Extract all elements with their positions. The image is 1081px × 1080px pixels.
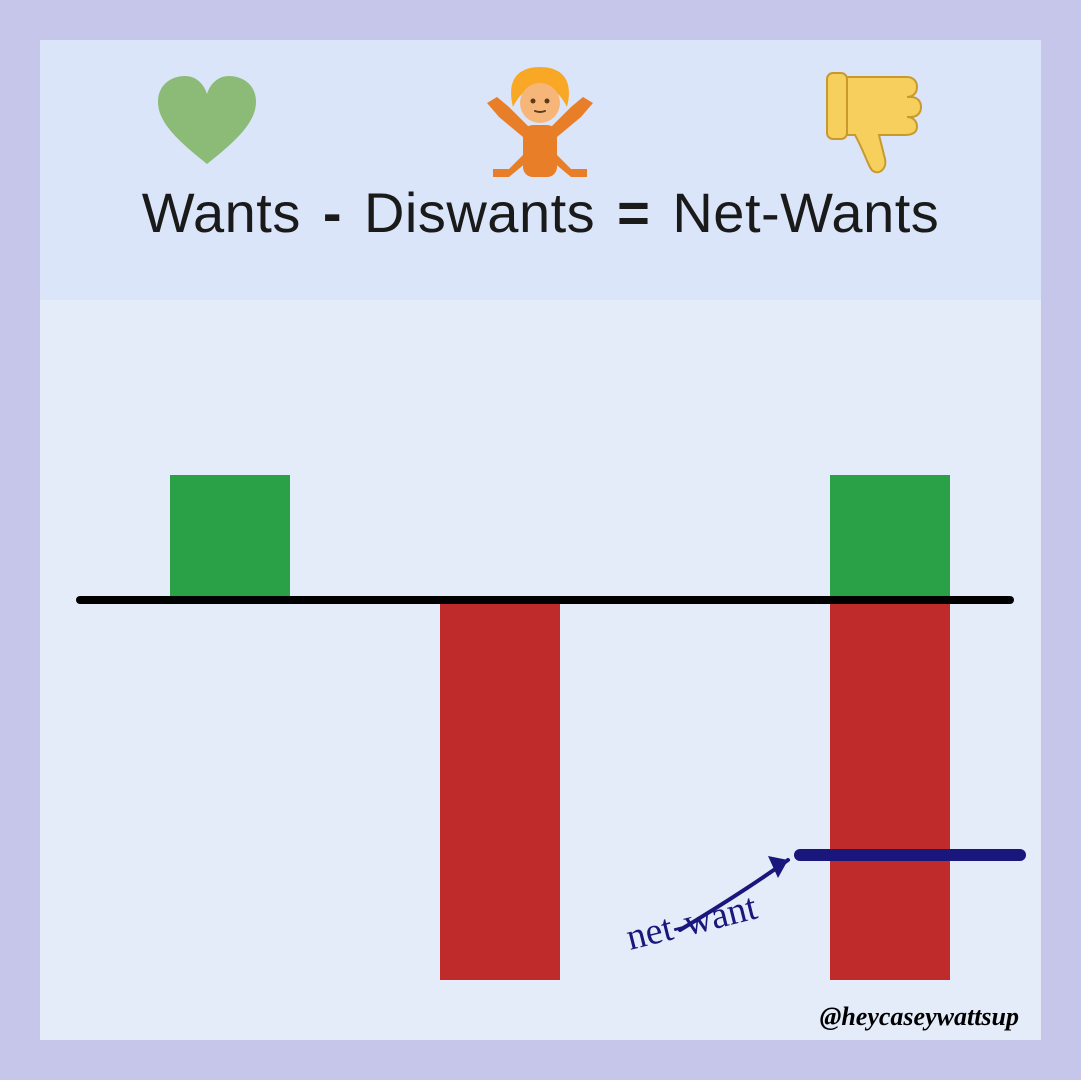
- chart-bar-1: [440, 600, 560, 980]
- icon-slot-netwants: [707, 67, 1040, 177]
- author-handle: @heycaseywattsup: [820, 1002, 1019, 1032]
- equation-row: Wants - Diswants = Net-Wants: [40, 180, 1041, 245]
- equation-op-minus: -: [323, 180, 342, 245]
- equation-term-diswants: Diswants: [364, 180, 595, 245]
- icon-slot-wants: [40, 72, 373, 172]
- annotation-arrowhead: [768, 856, 788, 878]
- icon-row: [40, 40, 1041, 180]
- no-gesture-person-icon: [475, 67, 605, 177]
- header-section: Wants - Diswants = Net-Wants: [40, 40, 1041, 300]
- outer-frame: Wants - Diswants = Net-Wants net-want @h…: [0, 0, 1081, 1080]
- chart-bar-2: [830, 475, 950, 600]
- chart-area: net-want: [40, 300, 1041, 1040]
- chart-bar-3: [830, 600, 950, 980]
- equation-op-equals: =: [617, 180, 650, 245]
- equation-term-wants: Wants: [142, 180, 301, 245]
- annotation-label: net-want: [622, 886, 762, 959]
- equation-term-netwants: Net-Wants: [672, 180, 939, 245]
- inner-card: Wants - Diswants = Net-Wants net-want @h…: [40, 40, 1041, 1040]
- chart-bar-0: [170, 475, 290, 600]
- thumbs-down-icon: [819, 67, 929, 177]
- icon-slot-diswants: [374, 67, 707, 177]
- heart-icon: [152, 72, 262, 172]
- bar-chart: net-want: [40, 300, 1041, 1040]
